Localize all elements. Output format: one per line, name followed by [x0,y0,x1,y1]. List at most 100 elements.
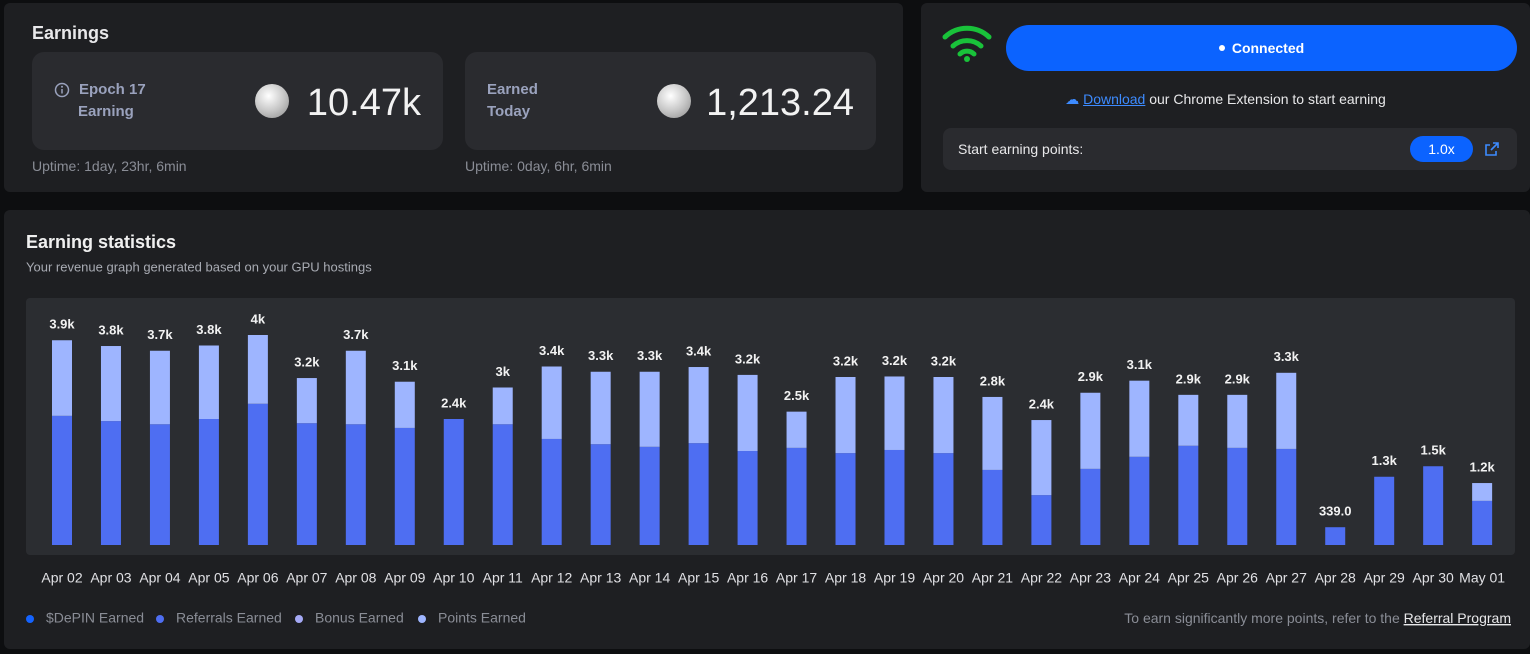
bar-segment [345,350,366,425]
legend-swatch [26,615,34,623]
bar-segment [100,421,121,545]
total-label: 2.5k [784,388,810,403]
x-tick-label: Apr 14 [629,570,670,586]
bar-segment [52,340,72,416]
total-label: 3.9k [49,317,75,332]
total-label: 3.3k [588,348,614,363]
bar-segment [1423,466,1444,545]
x-tick-label: Apr 04 [139,570,180,586]
points-row: Start earning points: 1.0x [943,128,1517,170]
x-tick-label: Apr 18 [825,570,866,586]
bar-segment [1178,445,1199,545]
multiplier-badge[interactable]: 1.0x [1410,136,1473,162]
bar-segment [1374,476,1395,545]
bar-segment [835,377,856,454]
chart-title: Earning statistics [26,232,176,252]
x-tick-label: Apr 16 [727,570,768,586]
bar-segment [149,350,170,425]
x-tick-label: May 01 [1459,570,1505,586]
bar-segment [492,424,513,545]
bar-segment [982,469,1003,545]
earning-card: Epoch 17 Earning 10.47k [32,52,443,150]
referral-link[interactable]: Referral Program [1404,610,1511,626]
bar-segment [492,387,513,425]
bar-segment [786,411,807,448]
x-tick-label: Apr 15 [678,570,719,586]
total-label: 3k [495,364,510,379]
x-tick-label: Apr 28 [1315,570,1356,586]
total-label: 1.5k [1421,443,1447,458]
download-line: ☁ Download our Chrome Extension to start… [921,91,1530,108]
legend-label: Referrals Earned [176,610,282,626]
bar-segment [933,453,954,545]
bar-segment [296,423,317,545]
connection-panel: Connected ☁ Download our Chrome Extensio… [921,3,1530,192]
legend-label: Bonus Earned [315,610,404,626]
bar-segment [1129,456,1150,545]
card-value: 1,213.24 [706,82,854,124]
total-label: 3.8k [196,322,222,337]
card-label: Epoch 17 [79,81,146,98]
total-label: 3.2k [882,353,908,368]
total-label: 3.8k [98,322,124,337]
coin-icon [657,84,691,118]
bar-segment [1080,468,1101,545]
external-link-icon[interactable] [1484,141,1500,157]
wifi-icon [942,25,992,62]
x-tick-label: Apr 08 [335,570,376,586]
bar-segment [639,371,660,447]
bar-segment [1129,380,1150,457]
bar-segment [786,447,807,545]
bar-segment [1031,420,1052,496]
bar-segment [1276,372,1297,449]
bar-segment [639,446,660,545]
x-tick-label: Apr 26 [1217,570,1258,586]
bar-segment [884,376,905,450]
x-tick-label: Apr 17 [776,570,817,586]
status-dot [1218,45,1225,51]
bar-segment [394,427,415,545]
x-tick-label: Apr 09 [384,570,425,586]
x-tick-label: Apr 30 [1413,570,1454,586]
card-label: Earned [487,81,538,98]
bar-segment [1325,527,1346,545]
total-label: 2.9k [1176,371,1202,386]
bar-segment [1178,394,1199,446]
bar-segment [835,453,856,545]
card-label: Earning [78,103,134,120]
total-label: 2.9k [1078,369,1104,384]
earnings-panel: Earnings Epoch 17 Earning 10.47k Uptime:… [4,3,903,192]
total-label: 3.7k [147,327,173,342]
bar-segment [688,367,709,444]
legend-label: Points Earned [438,610,526,626]
x-tick-label: Apr 23 [1070,570,1111,586]
total-label: 3.2k [833,353,859,368]
total-label: 3.4k [539,343,565,358]
connected-button[interactable]: Connected [1006,25,1517,71]
stats-panel: Earning statistics Your revenue graph ge… [4,210,1530,649]
bar-segment [884,449,905,545]
total-label: 2.4k [441,395,467,410]
bar-segment [1472,500,1493,545]
bar-segment [345,424,366,545]
card-value: 10.47k [306,82,421,124]
download-link[interactable]: Download [1083,91,1146,107]
footer-note: To earn significantly more points, refer… [1124,610,1511,626]
bar-segment [933,377,954,454]
total-label: 339.0 [1319,504,1352,519]
bar-segment [1227,447,1248,545]
bar-segment [982,396,1003,470]
total-label: 1.2k [1469,459,1495,474]
x-tick-label: Apr 03 [90,570,131,586]
chart-subtitle: Your revenue graph generated based on yo… [26,259,372,274]
bar-segment [1227,394,1248,448]
total-label: 3.7k [343,327,369,342]
bar-segment [247,335,268,404]
bar-segment [737,374,758,452]
legend-swatch [295,615,303,623]
total-label: 1.3k [1372,453,1398,468]
bar-segment [590,371,611,445]
coin-icon [255,84,289,118]
x-tick-label: Apr 22 [1021,570,1062,586]
